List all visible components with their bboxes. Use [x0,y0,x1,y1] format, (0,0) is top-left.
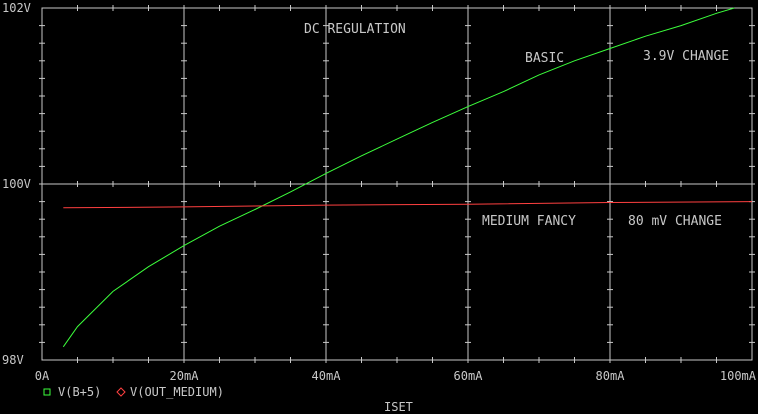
x-tick-label: 40mA [312,369,342,383]
y-tick-label: 100V [2,177,31,191]
annotation-80mv-change: 80 mV CHANGE [628,214,722,229]
x-axis-label: ISET [384,400,413,414]
series-line-1 [62,7,735,348]
x-tick-label: 80mA [596,369,626,383]
series-lines [62,7,753,348]
annotation-basic: BASIC [525,51,564,66]
x-tick-label: 60mA [454,369,484,383]
y-tick-label: 98V [2,353,24,367]
annotation-medium-fancy: MEDIUM FANCY [482,214,576,229]
legend-label-series-2: V(OUT_MEDIUM) [130,385,224,399]
series-line-2 [63,201,753,209]
legend-marker-series-1 [43,388,51,396]
x-tick-label: 20mA [170,369,200,383]
legend-label-series-1: V(B+5) [58,385,101,399]
y-tick-label: 102V [2,1,31,15]
plot-frame [41,7,753,361]
axes [41,7,753,361]
tick-labels: 0A 20mA 40mA 60mA 80mA 100mA 98V 100V 102V [2,1,757,383]
legend: V(B+5) V(OUT_MEDIUM) [43,385,224,399]
annotation-3-9v-change: 3.9V CHANGE [643,49,729,64]
annotation-dc-regulation: DC REGULATION [304,22,406,37]
x-tick-label: 0A [35,369,50,383]
x-tick-label: 100mA [720,369,757,383]
legend-marker-series-2 [116,387,126,397]
